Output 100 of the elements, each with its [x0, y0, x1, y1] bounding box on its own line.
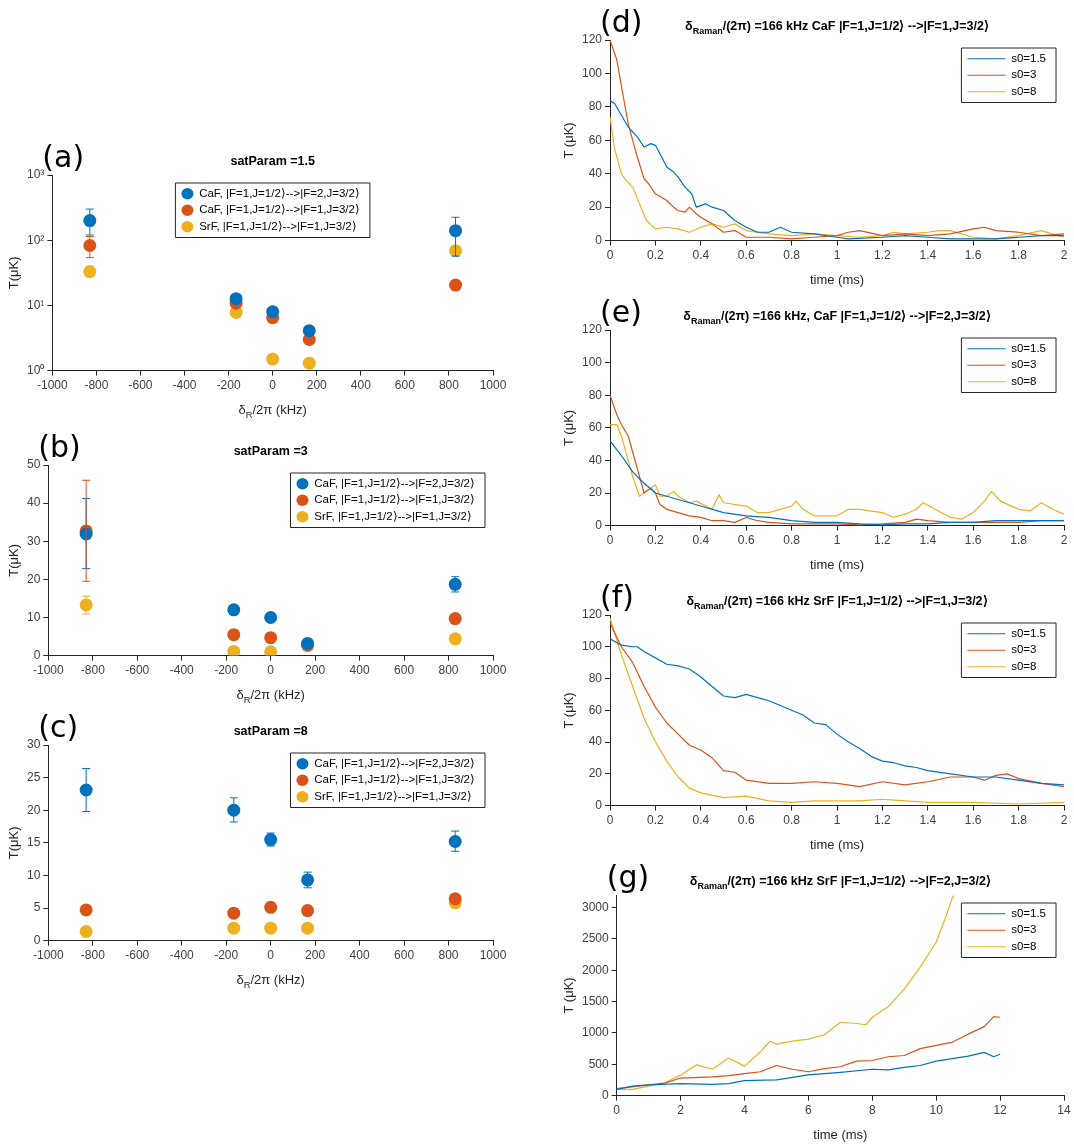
x-tick-label: 4 [741, 1103, 749, 1118]
y-axis-title: T(μK) [6, 256, 21, 290]
y-tick-label: 60 [588, 702, 603, 717]
x-tick-label: 2 [1060, 248, 1068, 263]
x-tick-label: -600 [125, 948, 150, 963]
y-axis-title: T (μK) [561, 977, 576, 1014]
y-tick-label: 20 [26, 571, 41, 586]
x-tick-label: 2 [677, 1103, 685, 1118]
y-tick-label: 80 [588, 387, 603, 402]
y-tick-label: 1000 [581, 1025, 610, 1040]
x-tick-label: 0.6 [737, 813, 755, 828]
y-tick-label: 10¹ [27, 297, 45, 312]
y-tick-label: 10 [26, 609, 41, 624]
y-tick-label: 10⁰ [26, 362, 45, 377]
x-tick-label: 10 [929, 1103, 944, 1118]
point [227, 921, 241, 935]
legend-label: s0=8 [1011, 84, 1037, 97]
x-axis-title: time (ms) [809, 837, 865, 852]
legend-label: s0=3 [1011, 923, 1037, 936]
y-tick-label: 10³ [27, 167, 45, 182]
legend-label: CaF, |F=1,J=1/2⟩-->|F=1,J=3/2⟩ [314, 773, 476, 786]
x-tick-label: -200 [214, 948, 239, 963]
x-tick-label: 0.4 [692, 248, 710, 263]
x-tick-label: -200 [216, 378, 241, 393]
point [301, 904, 315, 918]
point [301, 921, 315, 935]
y-tick-label: 0 [595, 797, 603, 812]
point [227, 628, 241, 642]
x-tick-label: 8 [868, 1103, 876, 1118]
x-tick-label: 1.8 [1010, 248, 1028, 263]
y-tick-label: 120 [581, 607, 603, 622]
x-tick-label: -400 [169, 948, 195, 963]
y-tick-label: 0 [595, 517, 603, 532]
point [227, 603, 241, 617]
y-tick-label: 40 [588, 452, 603, 467]
point [302, 356, 316, 370]
y-tick-label: 60 [588, 132, 603, 147]
x-tick-label: 0 [613, 1103, 621, 1118]
y-axis-title: T(μK) [6, 543, 21, 577]
y-tick-label: 3000 [581, 899, 610, 914]
y-tick-label: 20 [588, 766, 603, 781]
point [83, 214, 97, 228]
x-tick-label: 1000 [479, 378, 507, 393]
y-tick-label: 25 [26, 769, 41, 784]
y-axis-title: T (μK) [561, 409, 576, 446]
point [229, 292, 243, 306]
legend-label: s0=8 [1011, 374, 1037, 387]
x-tick-label: -1000 [33, 663, 65, 678]
x-tick-label: -600 [128, 378, 153, 393]
legend-label: s0=1.5 [1011, 906, 1047, 919]
x-tick-label: 0.6 [737, 248, 755, 263]
legend-label: SrF, |F=1,J=1/2⟩-->|F=1,J=3/2⟩ [314, 789, 472, 802]
x-tick-label: 400 [350, 378, 372, 393]
y-tick-label: 80 [588, 670, 603, 685]
x-tick-label: 600 [394, 378, 416, 393]
x-tick-label: 1.6 [964, 248, 982, 263]
text: (g) [606, 859, 650, 894]
x-tick-label: -1000 [33, 948, 65, 963]
point [449, 278, 463, 292]
x-tick-label: 400 [349, 948, 370, 963]
x-tick-label: 0.2 [647, 533, 665, 548]
x-tick-label: 0.8 [783, 813, 801, 828]
y-tick-label: 2000 [581, 962, 610, 977]
y-tick-label: 0 [602, 1087, 610, 1102]
legend-label: s0=1.5 [1011, 341, 1047, 354]
point [227, 906, 241, 920]
legend-label: s0=8 [1011, 939, 1037, 952]
x-tick-label: 200 [305, 663, 326, 678]
y-tick-label: 20 [588, 485, 603, 500]
y-tick-label: 0 [33, 647, 41, 662]
legend-label: SrF, |F=1,J=1/2⟩-->|F=1,J=3/2⟩ [199, 219, 357, 232]
x-tick-label: -800 [80, 663, 106, 678]
y-tick-label: 5 [33, 900, 41, 915]
point [264, 631, 278, 645]
x-axis-title: time (ms) [809, 272, 865, 287]
y-tick-label: 120 [581, 32, 603, 47]
y-tick-label: 80 [588, 99, 603, 114]
y-tick-label: 20 [26, 802, 41, 817]
chart-title: satParam =1.5 [230, 154, 315, 168]
x-tick-label: 2 [1060, 533, 1068, 548]
point [227, 644, 241, 656]
x-tick-label: 14 [1057, 1103, 1071, 1118]
x-tick-label: 1.6 [964, 533, 982, 548]
legend-label: s0=3 [1011, 358, 1037, 371]
x-tick-label: -800 [84, 378, 109, 393]
y-tick-label: 30 [26, 533, 41, 548]
x-tick-label: 1 [833, 813, 841, 828]
y-tick-label: 50 [26, 457, 41, 472]
x-tick-label: 0.6 [737, 533, 755, 548]
y-tick-label: 10² [27, 232, 45, 247]
x-tick-label: 1.2 [874, 248, 892, 263]
y-tick-label: 100 [581, 65, 603, 80]
y-tick-label: 100 [581, 639, 603, 654]
legend-label: s0=3 [1011, 643, 1037, 656]
x-tick-label: 0 [267, 948, 275, 963]
y-tick-label: 40 [26, 495, 41, 510]
point [448, 612, 462, 626]
y-tick-label: 2500 [581, 931, 610, 946]
y-tick-label: 15 [26, 835, 41, 850]
y-tick-label: 100 [581, 354, 603, 369]
